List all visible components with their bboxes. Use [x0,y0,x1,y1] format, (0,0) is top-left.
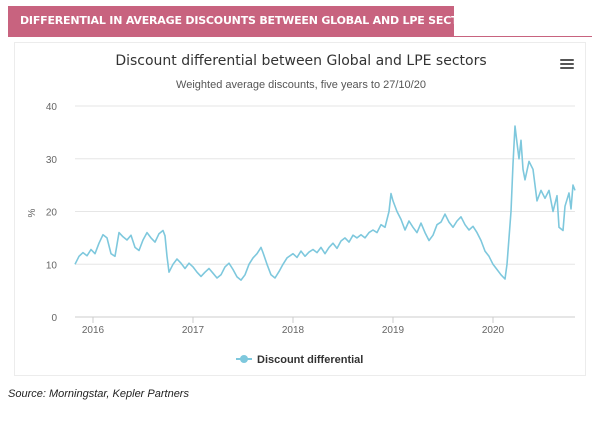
hamburger-menu-icon [560,63,574,65]
chart-menu-button[interactable] [555,54,579,74]
x-tick-label-2016: 2016 [82,325,105,336]
x-tick-label-2019: 2019 [382,325,405,336]
series-line-discount-differential [74,125,576,281]
chart-panel: Discount differential between Global and… [14,42,586,376]
legend-label[interactable]: Discount differential [257,354,363,366]
x-tick-label-2020: 2020 [482,325,505,336]
legend[interactable]: Discount differential [236,354,363,366]
y-axis-label: % [27,208,38,217]
y-tick-label-40: 40 [46,102,58,113]
x-axis-ticks: 2016 2017 2018 2019 2020 [82,317,505,336]
hamburger-menu-icon [560,67,574,69]
source-note: Source: Morningstar, Kepler Partners [8,388,189,400]
hamburger-menu-icon [560,59,574,61]
y-tick-label-20: 20 [46,208,58,219]
chart-title: Discount differential between Global and… [115,53,486,69]
y-tick-label-10: 10 [46,260,58,271]
x-tick-label-2017: 2017 [182,325,205,336]
chart-svg: Discount differential between Global and… [27,53,576,366]
chart-subtitle: Weighted average discounts, five years t… [176,79,426,91]
header-rule [8,36,592,37]
y-tick-label-30: 30 [46,155,58,166]
y-axis-ticks: 0 10 20 30 40 [46,102,58,324]
x-tick-label-2018: 2018 [282,325,305,336]
grid-layer [75,105,575,318]
y-tick-label-0: 0 [51,313,57,324]
section-header: DIFFERENTIAL IN AVERAGE DISCOUNTS BETWEE… [8,6,454,36]
legend-marker-dot [240,355,248,363]
